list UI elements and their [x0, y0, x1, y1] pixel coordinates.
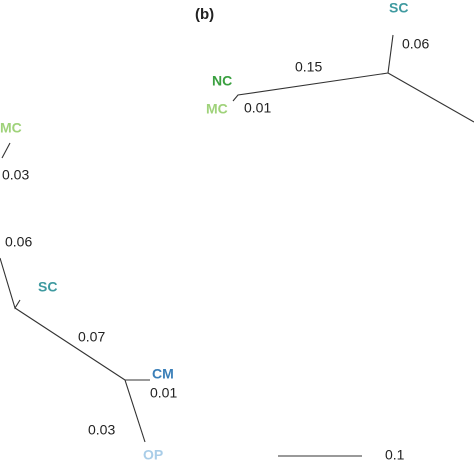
node-label: NC	[212, 73, 232, 89]
branch	[387, 72, 474, 123]
node-label: MC	[0, 120, 22, 136]
node-label: MC	[206, 101, 228, 117]
node-label: SC	[38, 279, 57, 295]
branch	[124, 379, 146, 443]
branch-label: 0.06	[402, 36, 429, 52]
node-label: CM	[152, 366, 174, 382]
node-label: OP	[143, 447, 163, 463]
branch-label: 0.15	[295, 59, 322, 75]
branch-label: 0.03	[88, 422, 115, 438]
branch	[232, 72, 389, 102]
branch-label: 0.01	[150, 385, 177, 401]
branch	[0, 257, 21, 310]
branch-label: 0.06	[5, 234, 32, 250]
branch-label: 0.03	[2, 167, 29, 183]
branch	[1, 142, 11, 159]
branch	[387, 34, 394, 74]
branch	[14, 307, 126, 381]
branch-label: 0.01	[244, 100, 271, 116]
branch-label: 0.07	[78, 329, 105, 345]
node-label: SC	[389, 0, 408, 16]
scale-bar-label: 0.1	[385, 447, 405, 463]
panel-label: (b)	[195, 6, 214, 23]
